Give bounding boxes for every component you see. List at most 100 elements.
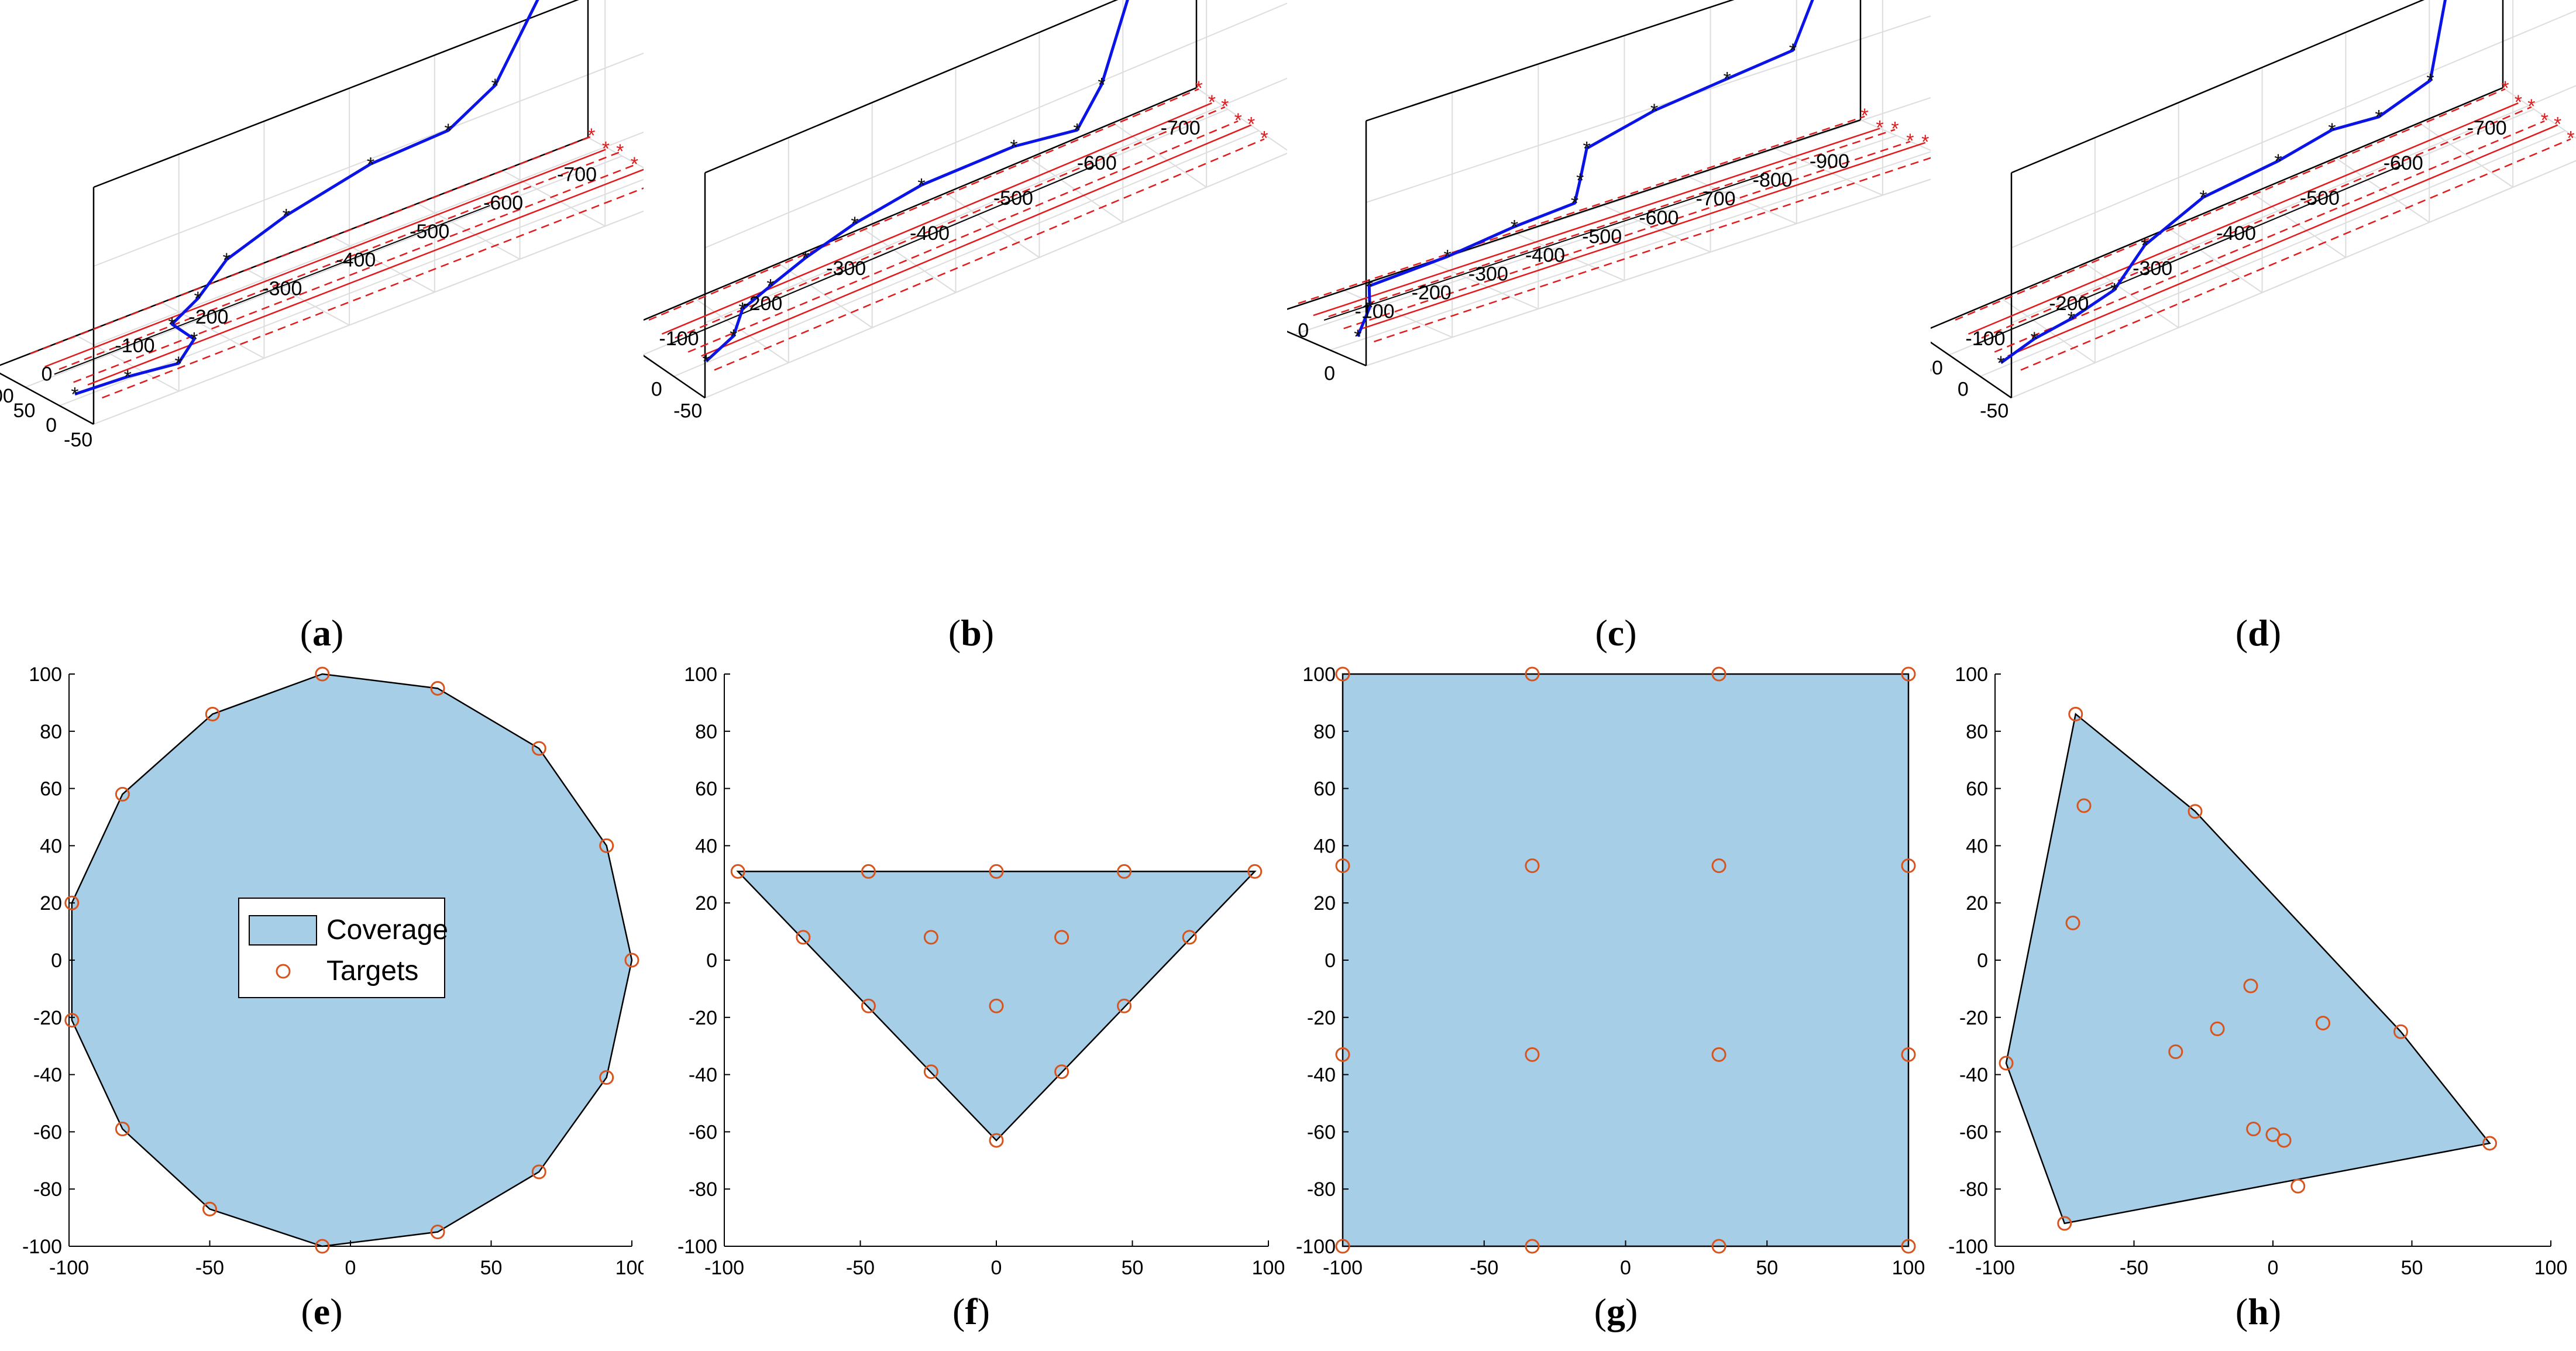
target-point [730, 864, 745, 879]
panel-c: ******************-10001002000-100-200-3… [1206, 0, 1970, 591]
x-tick-label: 0 [1324, 362, 1335, 384]
grid-line [1688, 176, 1797, 225]
waypoint-marker: * [738, 298, 746, 321]
y-tick-label: -60 [689, 1121, 717, 1143]
target-point [989, 998, 1004, 1013]
x-tick-label: -100 [704, 1257, 744, 1279]
y-tick-label: 80 [40, 721, 62, 743]
target-projection-line [1328, 129, 1896, 318]
y-tick-label: 40 [1966, 835, 1988, 857]
waypoint-marker: * [1571, 192, 1578, 215]
y-tick-label: -100 [659, 328, 699, 350]
target-point [1711, 666, 1726, 682]
x-tick-label: 100 [1252, 1257, 1285, 1279]
target-projection-line [59, 151, 621, 370]
waypoint-marker: * [1724, 68, 1731, 91]
y-tick-label: -100 [1965, 328, 2005, 350]
grid-line [2011, 160, 2576, 398]
y-tick-label: -80 [33, 1178, 62, 1201]
axis-edge [1917, 332, 2012, 399]
target-point [115, 1122, 130, 1137]
grid-line [1516, 233, 1625, 281]
y-tick-label: 0 [51, 950, 62, 972]
target-marker: * [1876, 117, 1883, 139]
y-tick-label: -100 [677, 1236, 717, 1258]
grid-line [2085, 263, 2179, 328]
grid-line [2011, 0, 2424, 174]
y-tick-label: -500 [1582, 225, 1622, 247]
y-tick-label: -80 [1959, 1178, 1988, 1201]
uav-trajectory [1356, 0, 1814, 337]
waypoint-marker: * [851, 213, 858, 235]
target-projection-line [648, 88, 1199, 321]
grid-line [93, 114, 691, 346]
target-point [531, 741, 546, 756]
y-tick-label: -80 [1307, 1178, 1336, 1201]
target-point [1335, 858, 1350, 874]
waypoint-marker: * [2426, 70, 2434, 92]
x-tick-label: 0 [46, 414, 57, 436]
target-marker: * [616, 140, 624, 163]
y-tick-label: 40 [1313, 835, 1336, 857]
caption-c-letter: c [1607, 612, 1625, 654]
y-tick-label: -600 [1077, 152, 1117, 174]
target-point [1711, 1239, 1726, 1254]
x-tick-label: -50 [846, 1257, 875, 1279]
x-tick-label: -50 [195, 1257, 224, 1279]
waypoint-marker: * [1354, 326, 1361, 348]
x-tick-label: 100 [0, 385, 14, 407]
y-tick-label: -700 [1161, 117, 1201, 139]
caption-d: (d) [2235, 612, 2282, 654]
target-marker: * [1891, 118, 1899, 140]
grid-line [2011, 10, 2576, 249]
waypoint-marker: * [1583, 138, 1590, 160]
y-tick-label: -40 [1959, 1064, 1988, 1087]
target-projection-line [701, 124, 1252, 357]
target-point [1525, 1047, 1540, 1062]
target-projection-line [1955, 88, 2506, 321]
target-point [1711, 1047, 1726, 1062]
target-projection-line [1981, 106, 2532, 339]
grid-line [704, 76, 1291, 324]
grid-line [2011, 160, 2576, 398]
y-tick-label: 80 [1966, 721, 1988, 743]
grid-line [778, 263, 873, 328]
target-point [315, 666, 330, 682]
axis-edge [611, 87, 1197, 335]
x-tick-label: -50 [2120, 1257, 2148, 1279]
x-tick-label: -50 [1470, 1257, 1498, 1279]
y-tick-label: -500 [410, 221, 449, 243]
target-point [1335, 1047, 1350, 1062]
y-tick-label: -100 [22, 1236, 62, 1258]
target-point [624, 953, 639, 968]
target-projection-line [1313, 128, 1880, 317]
uav-trajectory [74, 0, 539, 396]
target-point [1901, 1239, 1916, 1254]
target-point [1525, 1239, 1540, 1254]
y-tick-label: -300 [2133, 257, 2172, 280]
target-point [989, 864, 1004, 879]
panel-h: -100 -50 0 50 100 100 80 60 40 20 0 -20 -40 -60 -80 -10… [1931, 661, 2576, 1281]
waypoint-marker: * [1098, 74, 1105, 97]
waypoint-marker: * [2141, 235, 2148, 257]
waypoint-marker: * [2031, 328, 2038, 350]
waypoint-marker: * [2199, 187, 2207, 209]
grid-line [2502, 87, 2576, 139]
target-marker: * [2515, 91, 2522, 114]
y-tick-label: -300 [826, 257, 866, 280]
x-tick-label: 50 [13, 400, 36, 422]
target-point [1335, 666, 1350, 682]
target-point [1182, 930, 1197, 945]
waypoint-marker: * [168, 314, 176, 336]
target-point [2065, 915, 2080, 930]
target-point [2246, 1122, 2261, 1137]
y-tick-label: -40 [1307, 1064, 1336, 1087]
waypoint-marker: * [1073, 119, 1081, 142]
caption-h: (h) [2235, 1291, 2282, 1332]
y-tick-label: -600 [2384, 152, 2423, 174]
y-tick-label: 0 [1298, 319, 1309, 342]
y-tick-label: 80 [1313, 721, 1336, 743]
target-projection-line [87, 167, 649, 386]
target-point [2168, 1044, 2183, 1059]
target-point [430, 680, 445, 696]
